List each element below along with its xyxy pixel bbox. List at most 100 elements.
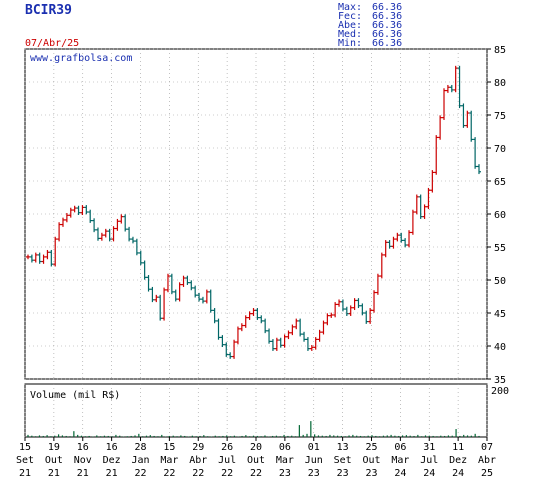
ohlc-bar xyxy=(45,249,50,260)
price-y-tick-label: 75 xyxy=(494,111,506,122)
ohlc-bar xyxy=(418,194,423,219)
ohlc-bar xyxy=(29,254,34,263)
x-tick-label: 23 xyxy=(365,468,377,479)
price-ohlc-series xyxy=(26,65,481,359)
ohlc-bar xyxy=(333,302,338,318)
ohlc-bar xyxy=(282,334,287,348)
ohlc-bar xyxy=(49,249,54,267)
ohlc-bar xyxy=(142,260,147,280)
x-tick-label: Abr xyxy=(478,455,496,466)
volume-gridlines xyxy=(24,384,488,437)
x-tick-label: 11 xyxy=(452,442,464,453)
stat-min-label: Min: xyxy=(338,38,362,49)
volume-y-tick: 200 xyxy=(491,386,509,397)
ohlc-bar xyxy=(298,318,303,337)
x-tick-label: 25 xyxy=(365,442,377,453)
ohlc-bar xyxy=(461,103,466,128)
ohlc-bar xyxy=(251,308,256,316)
ohlc-bar xyxy=(391,236,396,249)
x-tick-label: Jun xyxy=(305,455,323,466)
ohlc-bar xyxy=(107,228,112,242)
ohlc-bar xyxy=(348,305,353,316)
ohlc-bar xyxy=(286,330,291,340)
ohlc-bar xyxy=(200,296,205,304)
volume-title: Volume (mil R$) xyxy=(30,390,120,401)
ohlc-bar xyxy=(76,205,81,215)
ohlc-bar xyxy=(278,337,283,348)
x-tick-label: 13 xyxy=(337,442,349,453)
ohlc-bar xyxy=(469,110,474,142)
ohlc-bar xyxy=(68,207,73,218)
stat-open-value: 66.36 xyxy=(372,20,402,31)
ohlc-bar xyxy=(267,328,272,344)
stat-close-label: Fec: xyxy=(338,11,362,22)
source-label: www.grafbolsa.com xyxy=(30,53,132,64)
price-y-tick-label: 55 xyxy=(494,243,506,254)
x-tick-label: 06 xyxy=(279,442,291,453)
ohlc-bar xyxy=(232,339,237,359)
x-tick-label: 23 xyxy=(308,468,320,479)
price-y-tick-label: 60 xyxy=(494,210,506,221)
ohlc-bar xyxy=(372,290,377,313)
x-tick-label: Mar xyxy=(391,455,409,466)
ohlc-bar xyxy=(414,194,419,215)
ohlc-bar xyxy=(337,299,342,307)
stat-avg-value: 66.36 xyxy=(372,29,402,40)
ohlc-bar xyxy=(259,315,264,324)
ohlc-bar xyxy=(64,213,69,223)
ohlc-bar xyxy=(364,310,369,324)
ohlc-bar xyxy=(224,342,229,357)
x-tick-label: 23 xyxy=(279,468,291,479)
ohlc-bar xyxy=(119,214,124,224)
x-tick-label: Set xyxy=(16,455,34,466)
x-tick-label: 20 xyxy=(250,442,262,453)
x-tick-label: 29 xyxy=(192,442,204,453)
ohlc-bar xyxy=(383,240,388,258)
price-y-tick-label: 80 xyxy=(494,78,506,89)
x-tick-label: Out xyxy=(247,455,265,466)
ohlc-bar xyxy=(204,289,209,304)
price-y-tick-label: 35 xyxy=(494,375,506,386)
x-tick-label: 21 xyxy=(19,468,31,479)
ohlc-bar xyxy=(197,292,202,302)
x-tick-label: Jan xyxy=(131,455,149,466)
x-tick-label: 01 xyxy=(308,442,320,453)
x-tick-label: 24 xyxy=(452,468,464,479)
ohlc-bar xyxy=(434,135,439,175)
x-tick-label: 21 xyxy=(77,468,89,479)
ohlc-bar xyxy=(111,226,116,242)
ohlc-bar xyxy=(134,238,139,256)
x-tick-label: 23 xyxy=(337,468,349,479)
price-y-tick-label: 45 xyxy=(494,309,506,320)
ohlc-bar xyxy=(146,275,151,292)
ohlc-bar xyxy=(449,84,454,93)
ohlc-bar xyxy=(356,298,361,309)
ohlc-bar xyxy=(115,218,120,231)
x-tick-label: 15 xyxy=(19,442,31,453)
stat-open-label: Abe: xyxy=(338,20,362,31)
ohlc-bar xyxy=(193,285,198,298)
x-tick-label: 31 xyxy=(423,442,435,453)
ohlc-bar xyxy=(99,232,104,241)
x-tick-label: Mar xyxy=(160,455,178,466)
x-tick-label: 15 xyxy=(163,442,175,453)
x-tick-label: 16 xyxy=(106,442,118,453)
ohlc-bar xyxy=(138,250,143,266)
ohlc-bar xyxy=(340,299,345,312)
ohlc-bar xyxy=(130,236,135,244)
x-tick-label: Dez xyxy=(449,455,467,466)
stat-min-value: 66.36 xyxy=(372,38,402,49)
ohlc-bar xyxy=(57,222,62,242)
ohlc-bar xyxy=(430,170,435,193)
ohlc-bar xyxy=(220,335,225,347)
ohlc-bar xyxy=(325,313,330,326)
ohlc-bar xyxy=(247,311,252,320)
ohlc-bar xyxy=(313,337,318,350)
stat-close-value: 66.36 xyxy=(372,11,402,22)
ohlc-bar xyxy=(165,273,170,293)
ohlc-bar xyxy=(274,337,279,351)
x-tick-label: 24 xyxy=(394,468,406,479)
ohlc-bar xyxy=(158,294,163,321)
ohlc-bar xyxy=(375,273,380,295)
x-tick-label: 21 xyxy=(48,468,60,479)
